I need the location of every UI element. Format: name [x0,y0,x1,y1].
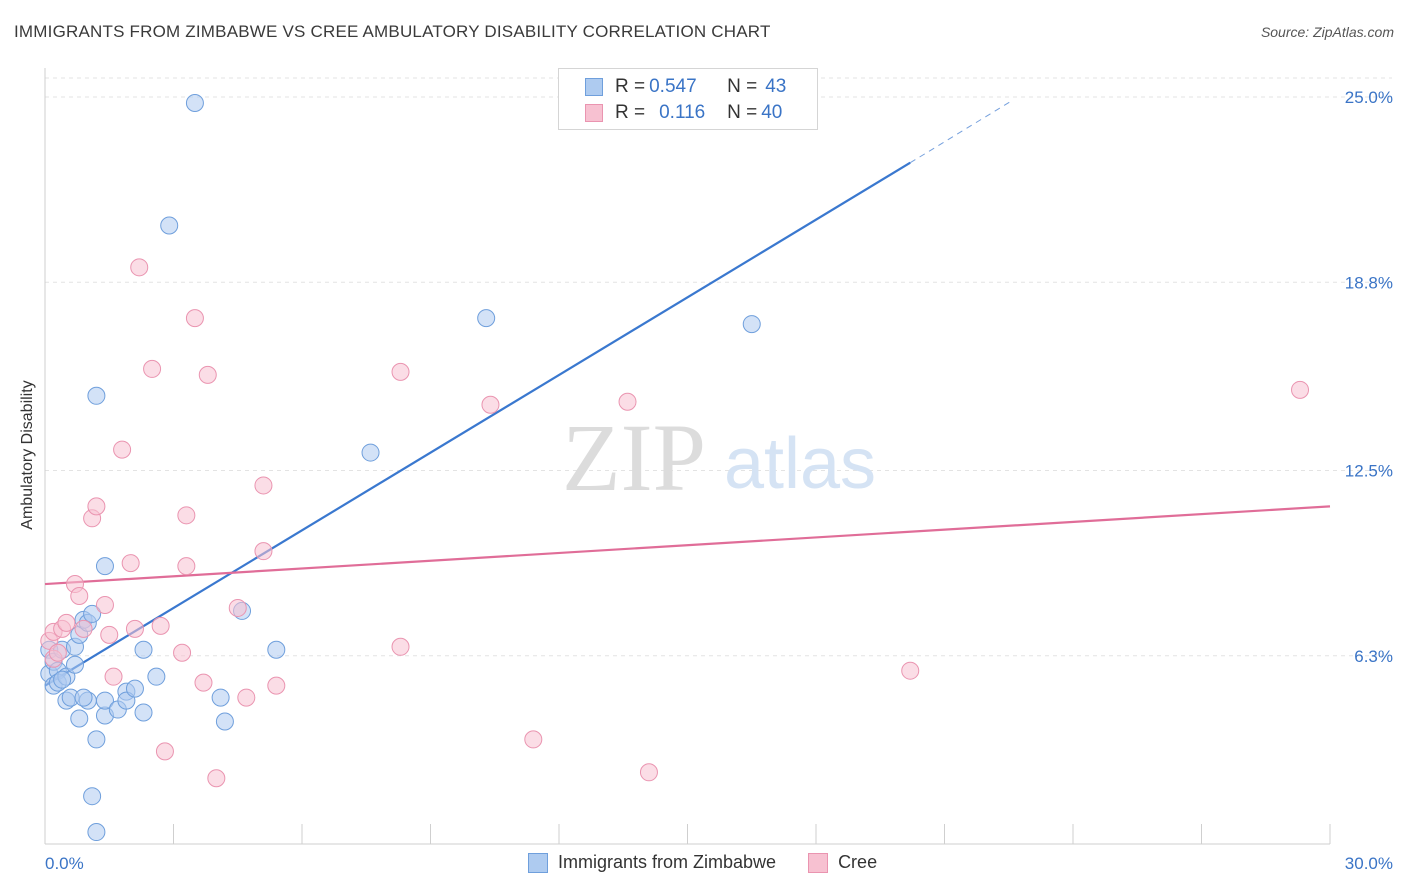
point-cree [143,359,162,378]
point-zimbabwe [742,315,761,334]
point-cree [74,619,93,638]
y-tick-label: 18.8% [1345,273,1393,292]
correlation-legend: R = 0.547 N = 43 R = 0.116 N = 40 [558,68,818,130]
point-zimbabwe [87,823,106,842]
point-zimbabwe [53,670,72,689]
point-cree [237,688,256,707]
point-cree [177,506,196,525]
point-cree [151,616,170,635]
point-cree [207,769,226,788]
legend-row-zimbabwe: R = 0.547 N = 43 [585,74,786,100]
watermark: ZIP atlas [562,404,876,511]
point-cree [194,673,213,692]
legend-swatch-zimbabwe [528,852,548,873]
x-tick-label: 0.0% [45,854,84,873]
point-cree [198,365,217,384]
point-zimbabwe [65,655,84,674]
x-tick-label: 30.0% [1345,854,1393,873]
point-zimbabwe [87,386,106,405]
point-zimbabwe [211,688,230,707]
point-zimbabwe [134,703,153,722]
point-zimbabwe [95,557,114,576]
point-cree [95,595,114,614]
point-cree [48,643,67,662]
point-cree [177,557,196,576]
point-zimbabwe [70,709,89,728]
series-legend: Immigrants from Zimbabwe Cree [528,852,877,873]
point-zimbabwe [361,443,380,462]
point-cree [481,395,500,414]
point-cree [267,676,286,695]
point-cree [1291,380,1310,399]
point-cree [618,392,637,411]
tick-labels: 6.3% 12.5% 18.8% 25.0% 0.0% 30.0% [45,88,1393,873]
legend-label-cree: Cree [838,852,878,872]
point-cree [155,742,174,761]
y-tick-label: 25.0% [1345,88,1393,107]
point-zimbabwe [160,216,179,235]
y-tick-label: 6.3% [1354,647,1393,666]
point-cree [104,667,123,686]
source-label: Source: ZipAtlas.com [1260,24,1394,40]
point-zimbabwe [95,691,114,710]
legend-n-label: N = [727,102,758,123]
y-tick-label: 12.5% [1345,462,1393,481]
point-zimbabwe [83,604,102,623]
point-cree [391,362,410,381]
point-zimbabwe [134,640,153,659]
point-cree [901,661,920,680]
point-zimbabwe [477,309,496,328]
point-zimbabwe [125,679,144,698]
point-cree [57,613,76,632]
point-cree [173,643,192,662]
legend-swatch-blue [585,78,603,96]
trend-lines [44,99,1331,687]
trend-line-cree [44,505,1331,586]
point-cree [130,258,149,277]
point-cree [125,619,144,638]
grid [45,77,1392,657]
point-cree [254,476,273,495]
chart-title: IMMIGRANTS FROM ZIMBABWE VS CREE AMBULAT… [14,22,771,41]
legend-r-value: 0.547 [649,76,697,97]
point-cree [524,730,543,749]
point-cree [70,586,89,605]
legend-label-zimbabwe: Immigrants from Zimbabwe [558,852,777,872]
data-points [40,93,1310,842]
legend-r-label: R = [615,76,646,97]
watermark-zip: ZIP [562,404,706,511]
point-cree [254,542,273,561]
legend-n-value: 40 [761,102,783,123]
legend-n-value: 43 [765,76,787,97]
legend-r-value: 0.116 [659,102,706,123]
trend-line-extension [909,99,1014,164]
legend-swatch-pink [585,104,603,122]
legend-r-label: R = [615,102,646,123]
point-zimbabwe [83,787,102,806]
point-cree [87,497,106,516]
point-zimbabwe [147,667,166,686]
point-cree [639,763,658,782]
point-cree [113,440,132,459]
point-zimbabwe [74,688,93,707]
point-cree [185,309,204,328]
watermark-atlas: atlas [724,424,876,504]
axes [44,68,1331,845]
point-cree [121,554,140,573]
point-cree [391,637,410,656]
trend-line-zimbabwe [44,161,911,687]
legend-row-cree: R = 0.116 N = 40 [585,100,782,126]
legend-swatch-cree [808,852,829,873]
point-cree [100,625,119,644]
point-zimbabwe [185,93,204,112]
point-cree [228,598,247,617]
point-zimbabwe [87,730,106,749]
legend-n-label: N = [727,76,758,97]
point-zimbabwe [215,712,234,731]
point-zimbabwe [267,640,286,659]
y-axis-label: Ambulatory Disability [19,380,36,530]
